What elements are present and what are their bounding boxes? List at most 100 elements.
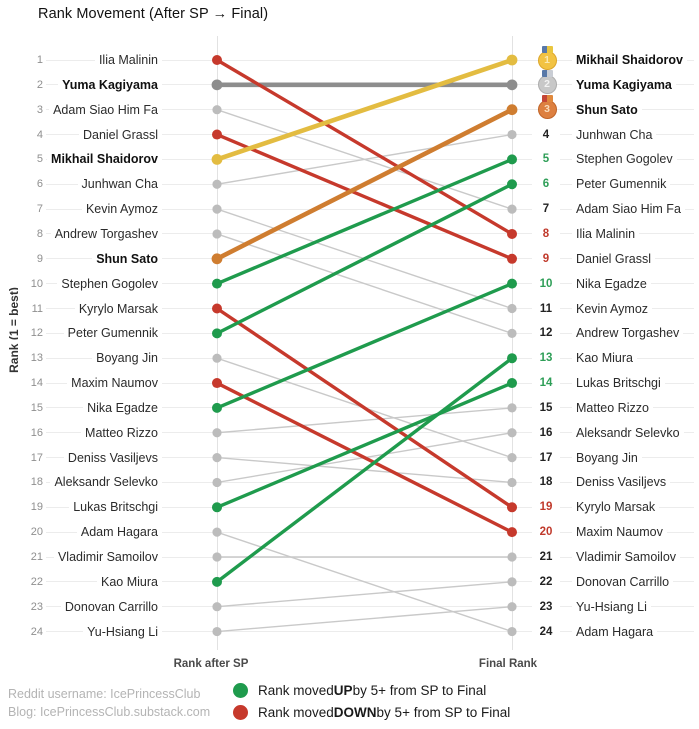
sp-rank-number: 6 — [18, 177, 46, 193]
sp-rank-number: 24 — [18, 624, 46, 640]
slope-line — [216, 606, 513, 633]
skater-name-final: Deniss Vasiljevs — [572, 474, 671, 491]
final-rank-number: 9 — [532, 251, 560, 267]
gridline — [30, 382, 694, 384]
sp-rank-dot — [212, 428, 222, 438]
skater-name-final: Yuma Kagiyama — [572, 76, 676, 93]
medal-ribbon — [541, 95, 553, 103]
final-rank-number: 8 — [532, 226, 560, 242]
skater-name-sp: Deniss Vasiljevs — [63, 449, 162, 466]
final-rank-number: 17 — [532, 450, 560, 466]
sp-rank-dot — [211, 154, 223, 165]
skater-name-sp: Lukas Britschgi — [69, 499, 162, 516]
medal-ribbon-stripe — [547, 95, 553, 103]
skater-name-final: Aleksandr Selevko — [572, 424, 684, 441]
sp-rank-number: 16 — [18, 425, 46, 441]
sp-rank-dot — [212, 278, 222, 289]
sp-rank-axis-line — [217, 36, 218, 650]
bronze-medal-icon: 3 — [536, 95, 558, 120]
sp-rank-dot — [212, 179, 222, 189]
skater-name-sp: Vladimir Samoilov — [53, 549, 162, 565]
slope-line — [215, 381, 514, 534]
skater-name-sp: Peter Gumennik — [63, 325, 162, 342]
sp-rank-dot — [212, 303, 222, 314]
legend-text: by 5+ from SP to Final — [352, 683, 487, 698]
medal-ribbon-stripe — [541, 45, 547, 53]
final-rank-number: 18 — [532, 475, 560, 491]
final-rank-dot — [507, 527, 517, 538]
medal-ribbon-stripe — [547, 45, 553, 53]
skater-name-final: Kyrylo Marsak — [572, 499, 660, 516]
slope-line — [215, 281, 514, 410]
medal-ribbon-stripe — [547, 70, 553, 78]
final-rank-number: 16 — [532, 425, 560, 441]
medal-number: 3 — [537, 100, 557, 120]
final-rank-number: 6 — [532, 177, 560, 193]
skater-name-final: Stephen Gogolev — [572, 151, 677, 168]
gridline — [30, 283, 694, 285]
slope-line — [216, 133, 513, 185]
legend-item-down: Rank moved DOWN by 5+ from SP to Final — [233, 705, 510, 720]
final-rank-dot — [507, 378, 517, 389]
sp-rank-number: 7 — [18, 202, 46, 218]
gridline — [30, 134, 694, 136]
sp-rank-dot — [212, 229, 222, 239]
sp-rank-dot — [212, 477, 222, 488]
medal-number: 2 — [537, 75, 557, 95]
sp-rank-number: 5 — [18, 152, 46, 168]
skater-name-sp: Adam Siao Him Fa — [49, 101, 162, 118]
final-rank-dot — [507, 228, 517, 239]
skater-name-sp: Kao Miura — [97, 573, 162, 590]
skater-name-final: Mikhail Shaidorov — [572, 52, 687, 68]
sp-rank-dot — [212, 626, 222, 637]
sp-rank-dot — [212, 204, 222, 214]
gridline — [30, 531, 694, 533]
gridline — [30, 606, 694, 608]
skater-name-sp: Yuma Kagiyama — [58, 76, 162, 93]
final-rank-dot — [507, 328, 517, 338]
sp-rank-dot — [212, 527, 222, 537]
slope-line — [216, 407, 513, 434]
gridline — [30, 581, 694, 583]
gridline — [30, 506, 694, 508]
sp-rank-number: 15 — [18, 400, 46, 416]
final-rank-dot — [507, 552, 517, 562]
medal-number: 1 — [537, 50, 557, 70]
legend-dot-down — [233, 705, 248, 720]
slope-line — [216, 233, 513, 335]
final-rank-number: 11 — [532, 301, 560, 317]
skater-name-final: Lukas Britschgi — [572, 375, 665, 392]
final-rank-dot — [507, 477, 517, 488]
skater-name-final: Junhwan Cha — [572, 126, 657, 143]
sp-rank-dot — [212, 402, 222, 413]
final-rank-dot — [507, 154, 517, 165]
final-rank-dot — [507, 403, 517, 413]
skater-name-final: Adam Hagara — [572, 623, 658, 640]
sp-rank-number: 22 — [18, 574, 46, 590]
slope-line — [215, 356, 514, 584]
skater-name-final: Andrew Torgashev — [572, 325, 684, 342]
skater-name-sp: Matteo Rizzo — [81, 424, 162, 441]
final-rank-dot — [507, 353, 517, 364]
skater-name-sp: Yu-Hsiang Li — [83, 623, 162, 640]
gridline — [30, 59, 694, 61]
slope-line — [214, 107, 515, 262]
sp-rank-number: 20 — [18, 525, 46, 541]
gridline — [30, 233, 694, 235]
final-rank-number: 4 — [532, 127, 560, 143]
slope-line — [215, 306, 514, 509]
skater-name-sp: Donovan Carrillo — [60, 598, 162, 615]
sp-rank-number: 12 — [18, 326, 46, 342]
legend-dot-up — [233, 683, 248, 698]
sp-rank-number: 3 — [18, 102, 46, 118]
skater-name-sp: Mikhail Shaidorov — [47, 151, 162, 168]
final-rank-axis-line — [512, 36, 513, 650]
footer-credit-reddit: Reddit username: IcePrincessClub — [8, 687, 201, 701]
skater-name-final: Kevin Aymoz — [572, 300, 653, 317]
skater-name-final: Nika Egadze — [572, 275, 651, 292]
final-rank-dot — [506, 104, 518, 116]
final-rank-dot — [507, 626, 517, 637]
slope-line — [215, 58, 514, 236]
skater-name-sp: Boyang Jin — [92, 350, 162, 367]
